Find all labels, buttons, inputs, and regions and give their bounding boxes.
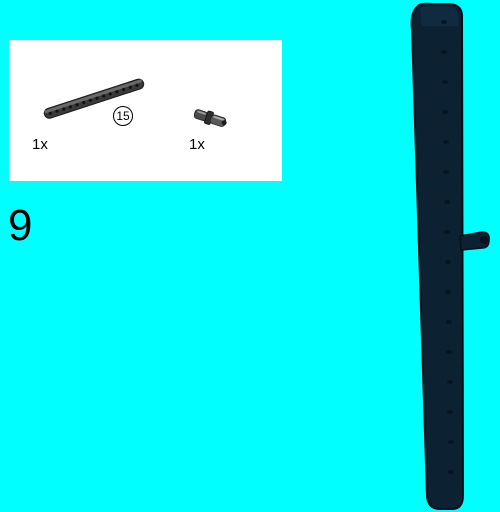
axle-pin-icon — [194, 109, 227, 127]
assembly-model — [400, 0, 500, 512]
assembled-beam-icon — [410, 2, 490, 510]
length-circle-icon — [113, 106, 133, 126]
parts-list-panel: 15 1x 1x — [9, 40, 282, 181]
axle-pin-quantity: 1x — [189, 136, 205, 153]
step-number: 9 — [8, 201, 33, 250]
beam-length-label: 15 — [116, 109, 130, 123]
assembled-beam-body — [410, 2, 465, 510]
beam-part-icon — [43, 78, 145, 119]
attached-axle-pin — [459, 231, 490, 251]
beam-quantity: 1x — [32, 136, 48, 153]
beam-length-badge: 15 — [112, 105, 134, 127]
beam-part — [39, 68, 149, 124]
axle-pin-part — [194, 98, 240, 128]
